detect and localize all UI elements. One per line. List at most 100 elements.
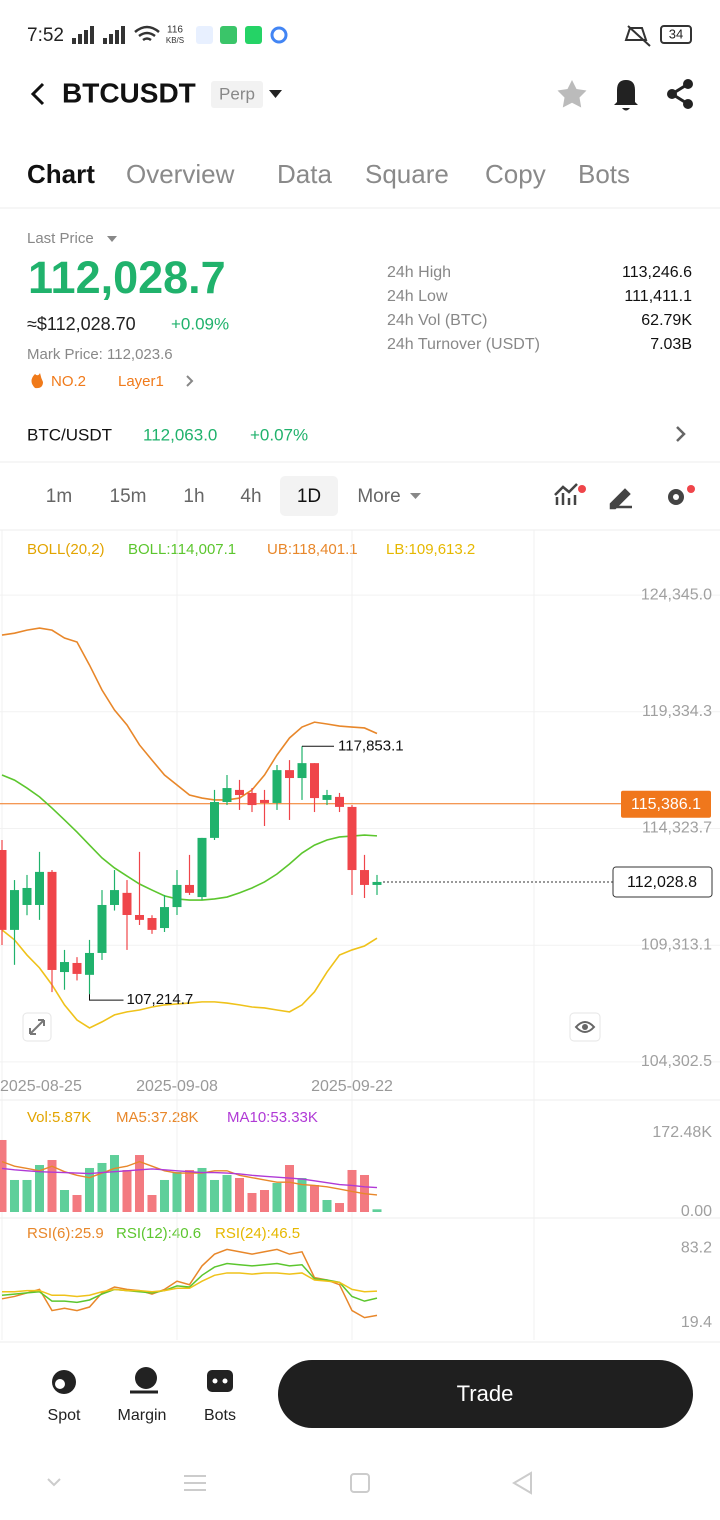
- interval[interactable]: 1D: [297, 486, 321, 507]
- interval-active-bg: [280, 476, 338, 516]
- candle-body: [260, 799, 269, 803]
- stat-label: 24h Vol (BTC): [387, 312, 487, 329]
- spot-chevron[interactable]: [676, 426, 686, 442]
- bottom-item[interactable]: Spot: [48, 1407, 81, 1424]
- nav-menu[interactable]: [184, 1475, 206, 1491]
- candle-body: [97, 904, 107, 953]
- boll-middle: [1, 774, 378, 901]
- volume-bar: [72, 1195, 82, 1212]
- volume-bar: [335, 1203, 344, 1212]
- stat-value: 7.03B: [650, 336, 692, 353]
- battery: [660, 25, 692, 44]
- interval[interactable]: 1m: [46, 486, 72, 507]
- mark-price-tag: [621, 790, 711, 818]
- rank: NO.2: [51, 373, 86, 390]
- candle-body: [60, 962, 69, 973]
- tab[interactable]: Copy: [485, 159, 546, 189]
- indicator-legend: MA10:53.33K: [227, 1109, 318, 1126]
- last-price: 112,028.7: [28, 252, 226, 303]
- interval-more-dropdown: [410, 493, 421, 499]
- bottom-item[interactable]: Margin: [118, 1407, 167, 1424]
- candle-body: [235, 789, 244, 796]
- contract-type: Perp: [219, 84, 255, 103]
- sector-chevron: [186, 375, 194, 387]
- volume-bar: [160, 1179, 169, 1212]
- volume-ma10: [1, 1167, 378, 1189]
- candle-body: [147, 918, 157, 930]
- back-button[interactable]: [30, 82, 45, 106]
- y-tick-label: 172.48K: [652, 1124, 712, 1141]
- tab[interactable]: Overview: [126, 159, 235, 189]
- share-button[interactable]: [667, 79, 693, 109]
- spot-icon-inner: [55, 1379, 65, 1389]
- alert-button[interactable]: [614, 80, 638, 111]
- stat-value: 113,246.6: [622, 264, 692, 281]
- trade-button[interactable]: [278, 1360, 693, 1428]
- indicator-legend: BOLL:114,007.1: [128, 541, 236, 558]
- volume-bar: [47, 1160, 57, 1212]
- candle-body: [185, 884, 194, 893]
- symbol: BTCUSDT: [62, 77, 196, 108]
- candle-body: [22, 887, 32, 905]
- stat-value: 111,411.1: [624, 288, 692, 305]
- y-tick-label: 114,323.7: [642, 820, 712, 837]
- volume-bar: [10, 1179, 19, 1212]
- interval[interactable]: 4h: [240, 486, 261, 507]
- net-speed: 116: [167, 25, 183, 36]
- bots-eye: [212, 1378, 218, 1384]
- volume-bar: [135, 1155, 144, 1212]
- indicator-legend: BOLL(20,2): [27, 541, 105, 558]
- app-icon: [270, 26, 288, 44]
- last-price-label: 112,028.8: [627, 874, 697, 891]
- spot-change: +0.07%: [250, 425, 308, 444]
- interval[interactable]: 1h: [183, 486, 204, 507]
- candle-body: [10, 890, 19, 930]
- chart-tools[interactable]: [554, 483, 695, 510]
- volume-bar: [272, 1183, 282, 1212]
- app-icon: [245, 26, 262, 44]
- candle-body: [110, 890, 119, 905]
- status-time: 7:52: [27, 25, 64, 46]
- volume-bar: [197, 1167, 207, 1212]
- candle-body: [210, 802, 219, 838]
- stat-label: 24h Low: [387, 288, 448, 305]
- price-type-dropdown[interactable]: [107, 236, 117, 242]
- boll-lower: [1, 929, 378, 1029]
- volume-bar: [35, 1165, 44, 1212]
- y-tick-label: 19.4: [681, 1314, 712, 1331]
- candle-body: [35, 871, 44, 905]
- net-speed-unit: KB/S: [166, 36, 184, 45]
- volume-bar: [122, 1169, 132, 1212]
- sector[interactable]: Layer1: [118, 373, 164, 390]
- bottom-item[interactable]: Bots: [204, 1407, 236, 1424]
- tab[interactable]: Bots: [578, 159, 630, 189]
- candle-body: [322, 795, 332, 800]
- x-tick-label: 2025-09-22: [311, 1078, 393, 1095]
- volume-bar: [210, 1179, 219, 1212]
- fullscreen-icon: [29, 1019, 45, 1035]
- candle-body: [197, 837, 207, 898]
- interval[interactable]: 15m: [110, 486, 147, 507]
- candle-body: [47, 871, 57, 970]
- volume-bar: [297, 1178, 307, 1212]
- contract-tag: [211, 81, 263, 108]
- nav-home[interactable]: [350, 1473, 370, 1493]
- favorite-button[interactable]: [557, 80, 587, 108]
- candle-body: [135, 914, 144, 920]
- eye-pupil: [582, 1024, 588, 1030]
- candle-body: [172, 884, 182, 908]
- app-icon: [220, 26, 237, 44]
- symbol-dropdown[interactable]: [269, 90, 282, 98]
- interval[interactable]: More: [357, 486, 400, 507]
- last-price-tag: [612, 866, 713, 898]
- nav-back[interactable]: [512, 1471, 532, 1495]
- x-tick-label: 2025-09-08: [136, 1078, 218, 1095]
- tab[interactable]: Chart: [27, 159, 95, 189]
- tab[interactable]: Square: [365, 159, 449, 189]
- tab[interactable]: Data: [277, 159, 332, 189]
- volume-bar: [0, 1139, 7, 1212]
- indicator-legend: RSI(24):46.5: [215, 1225, 300, 1242]
- volume-bar: [147, 1195, 157, 1212]
- nav-hide[interactable]: [47, 1478, 61, 1487]
